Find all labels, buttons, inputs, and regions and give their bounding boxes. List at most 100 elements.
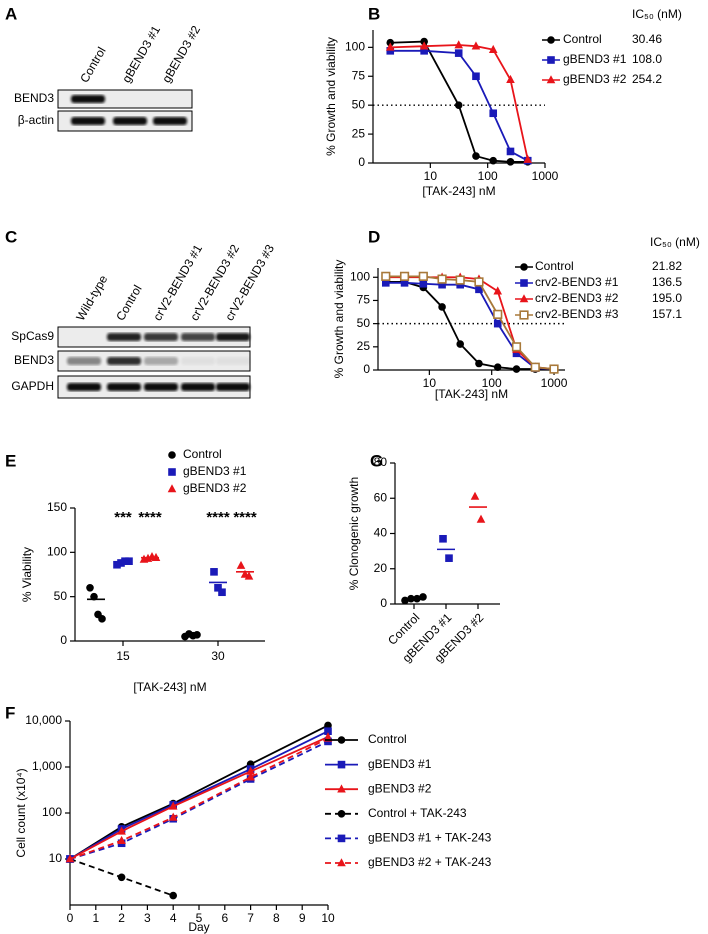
marker: [438, 280, 446, 289]
legend-label: gBEND3 #2: [183, 481, 247, 495]
marker: [121, 557, 129, 565]
x-tick-label: 1000: [541, 376, 568, 390]
y-axis-label: Cell count (x10⁴): [14, 768, 28, 857]
legend-label: Control: [183, 447, 222, 461]
x-tick-label: 0: [67, 911, 74, 925]
row-label: β-actin: [18, 113, 54, 127]
marker: [418, 271, 428, 281]
significance: ****: [233, 509, 257, 526]
y-tick-label: 50: [357, 316, 371, 330]
panel-letter: C: [5, 227, 17, 246]
marker: [117, 559, 125, 567]
legend-label: gBEND3 #1: [368, 757, 432, 771]
legend-marker: [337, 810, 346, 818]
significance: ****: [206, 509, 230, 526]
legend-label: gBEND3 #2: [563, 72, 627, 86]
y-tick-label: 10: [49, 851, 63, 865]
panel-letter: E: [5, 451, 16, 470]
x-axis-label: [TAK-243] nM: [422, 184, 495, 198]
legend-label: Control + TAK-243: [368, 806, 467, 820]
legend-label: gBEND3 #2 + TAK-243: [368, 855, 492, 869]
ic50-value: 254.2: [632, 72, 662, 86]
legend-label: crv2-BEND3 #1: [535, 275, 619, 289]
y-tick-label: 50: [352, 97, 366, 111]
y-tick-label: 150: [47, 500, 67, 514]
x-tick-label: 15: [116, 649, 130, 663]
marker: [523, 154, 533, 163]
blot-band: [71, 95, 105, 103]
panel-letter: A: [5, 4, 17, 23]
x-tick-label: 7: [247, 911, 254, 925]
y-tick-label: 75: [357, 293, 371, 307]
x-axis-label: [TAK-243] nM: [435, 387, 508, 401]
marker: [117, 835, 126, 844]
blot-band: [216, 333, 250, 341]
y-tick-label: 40: [374, 526, 388, 540]
marker: [381, 279, 390, 287]
legend-marker: [520, 263, 528, 271]
marker: [385, 42, 395, 51]
marker: [511, 342, 522, 352]
marker: [456, 340, 465, 348]
blot-band: [113, 117, 147, 125]
marker: [439, 534, 447, 543]
legend-label: gBEND3 #1: [563, 52, 627, 66]
significance: ***: [114, 509, 132, 526]
marker: [117, 873, 126, 882]
marker: [438, 303, 446, 311]
marker: [474, 277, 484, 287]
marker: [386, 47, 395, 55]
blot-band: [153, 117, 187, 125]
lane-label: Wild-type: [73, 272, 110, 323]
y-tick-label: 0: [380, 596, 387, 610]
y-tick-label: 10,000: [25, 713, 62, 727]
y-tick-label: 60: [374, 490, 388, 504]
x-tick-label: 3: [144, 911, 151, 925]
series-line: [385, 281, 555, 370]
ic50-value: 108.0: [632, 52, 662, 66]
marker: [489, 109, 498, 118]
marker: [471, 41, 481, 50]
ic50-value: 157.1: [652, 307, 682, 321]
marker: [549, 364, 559, 374]
blot-band: [144, 357, 178, 365]
ic50-header: IC₅₀ (nM): [650, 235, 700, 249]
x-axis-label: [TAK-243] nM: [133, 680, 206, 694]
blot-band: [67, 383, 101, 391]
row-label: GAPDH: [11, 379, 54, 393]
panel-letter: B: [368, 4, 380, 23]
marker: [454, 101, 463, 109]
y-tick-label: 100: [345, 40, 365, 54]
y-tick-label: 20: [374, 561, 388, 575]
marker: [324, 721, 332, 730]
blot-band: [144, 333, 178, 341]
y-tick-label: 1,000: [32, 759, 62, 773]
legend-marker: [547, 36, 555, 44]
x-tick-label: 100: [482, 376, 502, 390]
marker: [512, 365, 521, 373]
marker: [117, 826, 126, 835]
y-tick-label: 100: [47, 545, 67, 559]
legend-marker: [337, 736, 346, 744]
x-axis-label: Day: [188, 920, 209, 934]
lane-label: gBEND3 #1: [119, 23, 163, 85]
marker: [381, 271, 391, 281]
blot-band: [216, 357, 250, 365]
row-label: SpCas9: [11, 329, 54, 343]
marker: [400, 279, 409, 287]
panel-letter: G: [370, 451, 383, 470]
series-line: [69, 736, 329, 860]
blot-band: [216, 383, 250, 391]
marker: [512, 349, 521, 358]
x-tick-label: 8: [273, 911, 280, 925]
series-line: [385, 275, 555, 370]
ic50-header: IC₅₀ (nM): [632, 7, 682, 21]
x-tick-label: 10: [321, 911, 335, 925]
legend-label: Control: [563, 32, 602, 46]
marker: [437, 274, 447, 284]
marker: [493, 309, 503, 319]
marker: [236, 560, 246, 569]
x-tick-label: 10: [423, 376, 437, 390]
marker: [493, 286, 503, 295]
